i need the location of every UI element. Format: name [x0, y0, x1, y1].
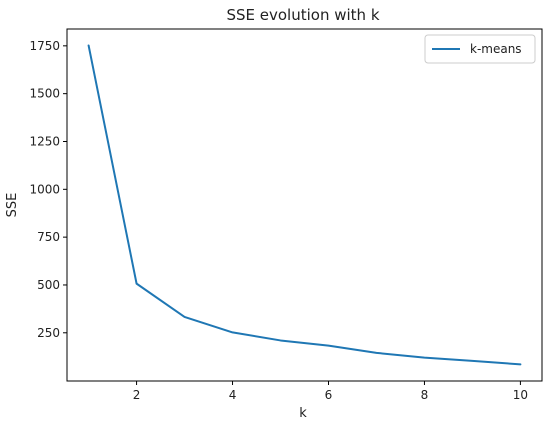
x-axis: 2 4 6 8 10: [133, 381, 528, 402]
x-tick-label: 8: [421, 388, 429, 402]
y-tick-label: 1500: [29, 87, 60, 101]
x-tick-label: 4: [229, 388, 237, 402]
legend-box: [424, 34, 536, 64]
y-tick-label: 250: [37, 326, 60, 340]
y-tick-label: 1000: [29, 182, 60, 196]
chart-title: SSE evolution with k: [226, 6, 379, 24]
x-axis-label: k: [299, 406, 307, 421]
y-tick-label: 750: [37, 230, 60, 244]
series-layer: [87, 44, 522, 366]
y-tick-label: 500: [37, 278, 60, 292]
x-tick-label: 6: [325, 388, 333, 402]
plot-area: [66, 28, 543, 382]
series-line-k-means: [87, 44, 522, 366]
legend: k-means: [424, 34, 536, 64]
y-tick-label: 1750: [29, 39, 60, 53]
y-axis-label: SSE: [5, 193, 20, 218]
y-tick-label: 1250: [29, 134, 60, 148]
x-tick-label: 2: [133, 388, 141, 402]
y-axis: 250 500 750 1000 1250 1500 1750: [29, 39, 67, 340]
legend-label-k-means: k-means: [470, 42, 522, 56]
x-tick-label: 10: [513, 388, 528, 402]
